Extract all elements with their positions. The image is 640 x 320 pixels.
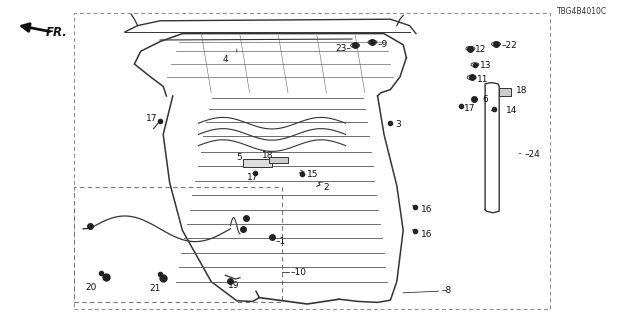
Text: –10: –10 <box>291 268 307 277</box>
Bar <box>74 187 282 302</box>
Text: FR.: FR. <box>46 26 68 38</box>
Text: –22: –22 <box>502 41 518 50</box>
Text: 12: 12 <box>475 45 486 54</box>
Text: 15: 15 <box>307 170 319 179</box>
Text: TBG4B4010C: TBG4B4010C <box>557 7 607 16</box>
Text: 13: 13 <box>480 61 492 70</box>
Text: 5: 5 <box>236 153 241 162</box>
Text: –8: –8 <box>442 286 452 295</box>
Text: 6: 6 <box>483 95 488 104</box>
Text: –1: –1 <box>275 237 285 246</box>
Text: –24: –24 <box>525 150 541 159</box>
Text: 18: 18 <box>516 86 527 95</box>
Text: 18: 18 <box>262 151 273 160</box>
Text: 16: 16 <box>421 230 433 239</box>
Bar <box>74 13 550 309</box>
Text: 20: 20 <box>86 284 97 292</box>
Bar <box>243 159 272 167</box>
Text: 21: 21 <box>149 284 161 293</box>
Bar <box>269 157 288 163</box>
Text: 3: 3 <box>396 120 401 129</box>
Text: –9: –9 <box>378 40 388 49</box>
Text: 2: 2 <box>323 183 329 192</box>
Text: 4: 4 <box>223 55 228 64</box>
Text: 14: 14 <box>506 106 517 115</box>
Text: 11: 11 <box>477 75 489 84</box>
Text: 23–: 23– <box>335 44 351 53</box>
Text: 19: 19 <box>228 281 239 290</box>
Text: 17: 17 <box>247 173 259 182</box>
Text: 16: 16 <box>421 205 433 214</box>
Bar <box>499 88 511 96</box>
Text: 17: 17 <box>146 114 157 123</box>
Text: 17: 17 <box>464 104 476 113</box>
